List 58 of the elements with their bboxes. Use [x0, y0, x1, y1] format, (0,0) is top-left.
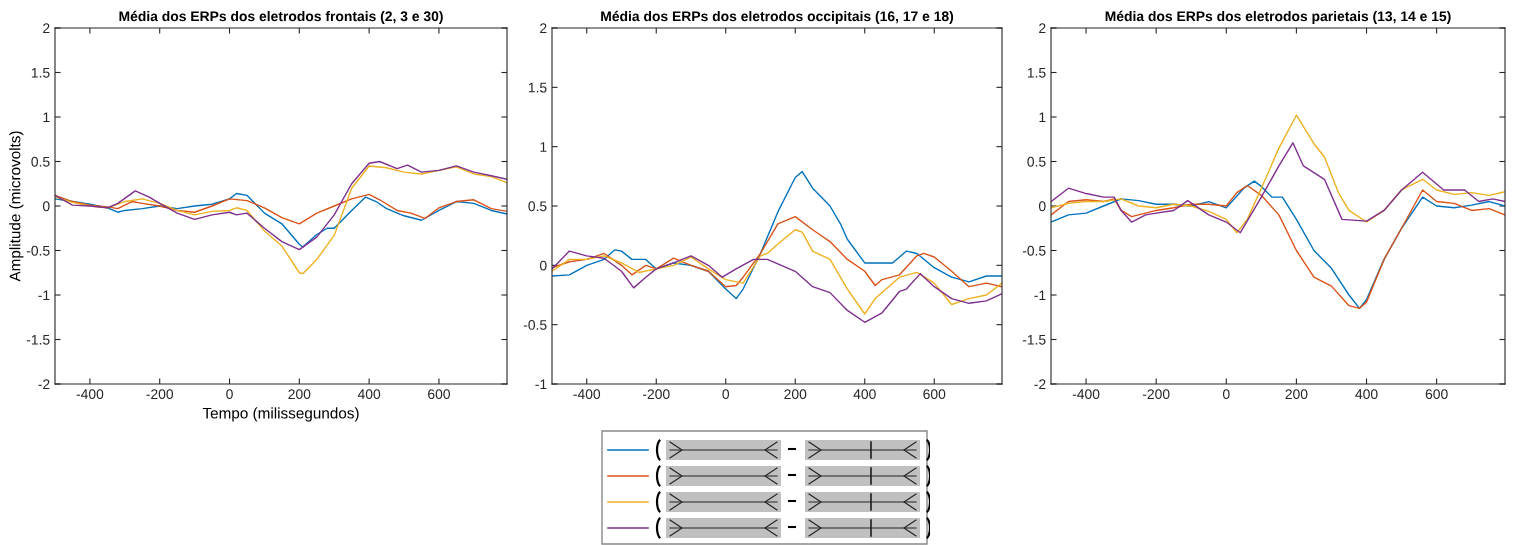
y-tick-label: 2 [1039, 23, 1046, 34]
y-tick-label: 1 [1039, 112, 1046, 123]
line-series [552, 215, 1002, 288]
chart-title: Média dos ERPs dos eletrodos frontais (2, 3 e 30) [119, 10, 443, 24]
y-tick-label: 0.5 [1027, 156, 1046, 167]
x-tick-label: 600 [1425, 389, 1448, 400]
y-tick-label: 1.5 [31, 67, 50, 78]
chart-title: Média dos ERPs dos eletrodos parietais (13, 14 e 15) [1105, 10, 1451, 24]
y-tick-label: -1 [38, 290, 50, 301]
x-tick-label: 600 [923, 389, 946, 400]
y-tick-label: 0 [1038, 201, 1046, 212]
line-series [55, 192, 507, 248]
x-tick-label: 600 [428, 389, 450, 400]
line-series [1051, 114, 1505, 234]
y-tick-label: -0.5 [523, 320, 547, 330]
x-tick-label: 400 [853, 389, 876, 400]
y-tick-label: -2 [1034, 379, 1046, 390]
y-tick-label: 0.5 [31, 156, 50, 167]
x-tick-label: -200 [146, 389, 174, 400]
line-series [552, 250, 1002, 323]
x-tick-label: 400 [357, 389, 381, 400]
y-tick-label: 1 [540, 142, 547, 152]
line-series [1051, 142, 1505, 234]
x-tick-label: 0 [1222, 389, 1230, 400]
x-tick-label: 200 [288, 389, 311, 400]
y-tick-label: -2 [38, 379, 50, 390]
x-tick-label: 200 [1285, 389, 1308, 400]
y-tick-label: 0 [42, 201, 50, 212]
x-tick-label: -400 [573, 389, 601, 400]
chart-title: Média dos ERPs dos eletrodos occipitais (16, 17 e 18) [601, 10, 954, 24]
y-tick-label: -1.5 [26, 334, 50, 345]
y-tick-label: -0.5 [1022, 245, 1046, 256]
x-axis-title: Tempo (milissegundos) [202, 407, 359, 422]
y-tick-label: 0.5 [528, 201, 547, 212]
line-series [552, 170, 1002, 300]
x-tick-label: -400 [76, 389, 104, 400]
line-series [552, 229, 1002, 315]
y-tick-label: 1 [43, 112, 50, 123]
y-tick-label: 0 [539, 260, 547, 271]
line-series [55, 193, 507, 225]
y-tick-label: 1.5 [528, 82, 547, 93]
y-tick-label: -0.5 [26, 245, 50, 256]
x-tick-label: 400 [1355, 389, 1378, 400]
line-series [55, 160, 507, 251]
line-series [55, 165, 507, 275]
x-tick-label: -400 [1072, 389, 1100, 400]
x-tick-label: 0 [226, 389, 233, 400]
y-tick-label: 1.5 [1027, 67, 1046, 78]
x-tick-label: -200 [1142, 389, 1170, 400]
y-tick-label: -1.5 [1022, 334, 1046, 345]
y-tick-label: 2 [540, 23, 547, 34]
x-tick-label: 200 [784, 389, 807, 400]
y-tick-label: 2 [43, 23, 50, 34]
y-tick-label: -1 [1034, 290, 1046, 301]
x-tick-label: -200 [642, 389, 670, 400]
x-tick-label: 0 [722, 389, 730, 400]
y-axis-title: Amplitude (microvolts) [9, 131, 24, 282]
y-tick-label: -1 [535, 379, 547, 390]
